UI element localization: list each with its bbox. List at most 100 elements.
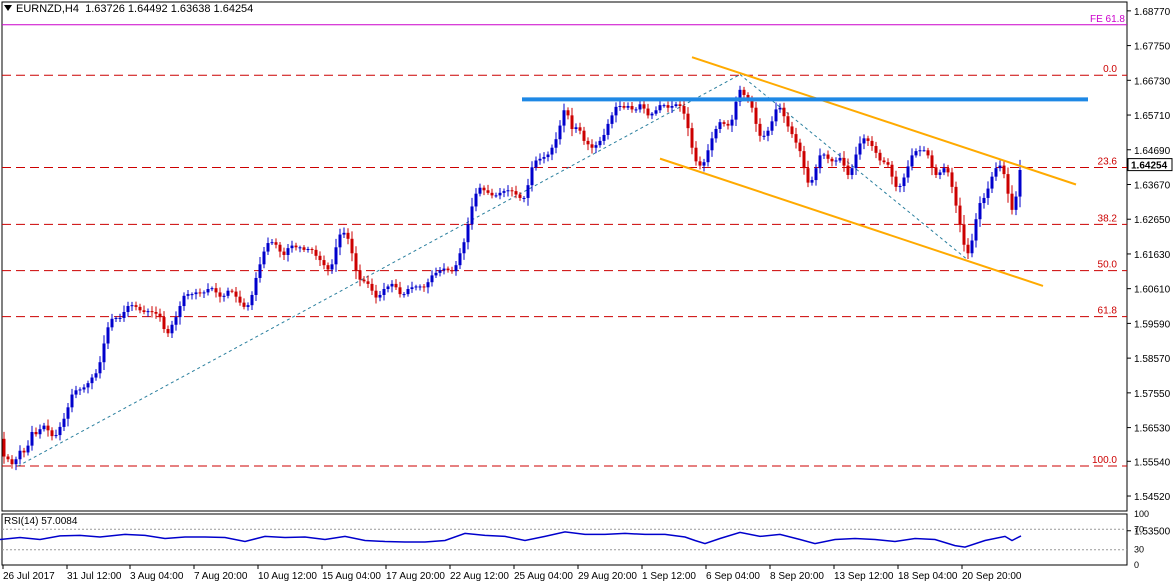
rsi-line — [0, 531, 1022, 548]
candle-body — [762, 135, 766, 137]
candle-body — [890, 164, 894, 177]
x-tick-label: 31 Jul 12:00 — [67, 571, 122, 582]
candle-body — [726, 123, 730, 126]
candle-body — [1018, 169, 1022, 197]
fib-level-label: 50.0 — [1098, 260, 1118, 271]
x-tick-label: 6 Sep 04:00 — [706, 571, 760, 582]
candle-body — [106, 327, 110, 344]
y-tick-label: 1.54520 — [1134, 492, 1171, 503]
y-tick-label: 1.67750 — [1134, 42, 1171, 53]
candle-body — [846, 165, 850, 175]
candle-body — [150, 311, 154, 313]
candle-body — [78, 389, 82, 391]
candle-body — [630, 106, 634, 110]
fib-level-label: 38.2 — [1098, 213, 1118, 224]
candle-body — [502, 191, 506, 193]
candle-body — [974, 219, 978, 241]
candle-body — [1002, 165, 1006, 175]
candle-body — [686, 113, 690, 129]
dropdown-triangle-icon[interactable] — [4, 5, 12, 11]
candle-body — [774, 109, 778, 122]
fe-level-label: FE 61.8 — [1090, 14, 1125, 25]
price-axis: 1.68770 1.67750 1.66730 1.65710 1.64690 1.636… — [1127, 7, 1171, 538]
candle-body — [66, 407, 70, 419]
candle-body — [554, 139, 558, 148]
fib-level-label: 23.6 — [1098, 156, 1118, 167]
candle-body — [666, 105, 670, 108]
candle-body — [482, 187, 486, 191]
candle-body — [46, 425, 50, 431]
candle-body — [190, 294, 194, 296]
candle-body — [870, 140, 874, 147]
candle-body — [246, 305, 250, 307]
y-tick-label: 1.62650 — [1134, 215, 1171, 226]
candle-body — [342, 232, 346, 235]
x-tick-label: 15 Aug 04:00 — [322, 571, 381, 582]
candle-body — [294, 245, 298, 248]
candle-body — [998, 165, 1002, 169]
candle-body — [798, 142, 802, 152]
candle-body — [18, 450, 22, 460]
candle-body — [114, 317, 118, 319]
candle-body — [426, 282, 430, 288]
candle-body — [1014, 196, 1018, 210]
candle-body — [566, 110, 570, 116]
candle-body — [670, 106, 674, 108]
candle-body — [138, 306, 142, 311]
candle-body — [282, 251, 286, 255]
candle-body — [210, 288, 214, 290]
candle-body — [430, 275, 434, 283]
candle-body — [994, 168, 998, 177]
last-price-marker: 1.64254 — [1127, 158, 1173, 172]
candle-body — [574, 127, 578, 129]
candle-body — [362, 279, 366, 282]
candle-body — [226, 290, 230, 296]
candle-body — [434, 272, 438, 276]
y-tick-label: 1.60610 — [1134, 285, 1171, 296]
candle-body — [390, 283, 394, 287]
candle-body — [462, 242, 466, 254]
ohlc-values: 1.63726 1.64492 1.63638 1.64254 — [85, 3, 254, 15]
candle-body — [206, 289, 210, 293]
y-tick-label: 1.59590 — [1134, 319, 1171, 330]
candle-body — [822, 154, 826, 156]
candle-body — [758, 123, 762, 136]
candle-body — [298, 247, 302, 249]
candle-body — [466, 224, 470, 243]
candle-body — [254, 277, 258, 295]
last-price-box — [1127, 158, 1173, 172]
candle-body — [518, 194, 522, 198]
candle-body — [622, 106, 626, 108]
candle-body — [6, 456, 10, 460]
candle-body — [1006, 174, 1010, 194]
candle-body — [186, 294, 190, 296]
candlesticks — [2, 85, 1022, 471]
candle-body — [230, 290, 234, 292]
candle-body — [770, 121, 774, 131]
candle-body — [222, 295, 226, 297]
candle-body — [638, 104, 642, 110]
fib-level-label: 61.8 — [1098, 306, 1118, 317]
candle-body — [794, 134, 798, 143]
candle-body — [526, 185, 530, 198]
candle-body — [614, 106, 618, 116]
candle-body — [70, 394, 74, 408]
candle-body — [850, 168, 854, 175]
fib-level-label: 0.0 — [1103, 64, 1117, 75]
candle-body — [74, 390, 78, 395]
y-tick-label: 1.56530 — [1134, 424, 1171, 435]
candle-body — [22, 450, 26, 453]
channel-line — [659, 157, 1044, 287]
candle-body — [942, 168, 946, 173]
candle-body — [378, 294, 382, 298]
candle-body — [458, 253, 462, 266]
candle-body — [958, 205, 962, 225]
time-axis: 26 Jul 2017 31 Jul 12:00 3 Aug 04:00 7 Aug … — [2, 565, 1022, 582]
candle-body — [522, 197, 526, 199]
candle-body — [570, 115, 574, 129]
candle-body — [950, 172, 954, 187]
candle-body — [910, 155, 914, 167]
candle-body — [478, 187, 482, 194]
candle-body — [322, 260, 326, 266]
